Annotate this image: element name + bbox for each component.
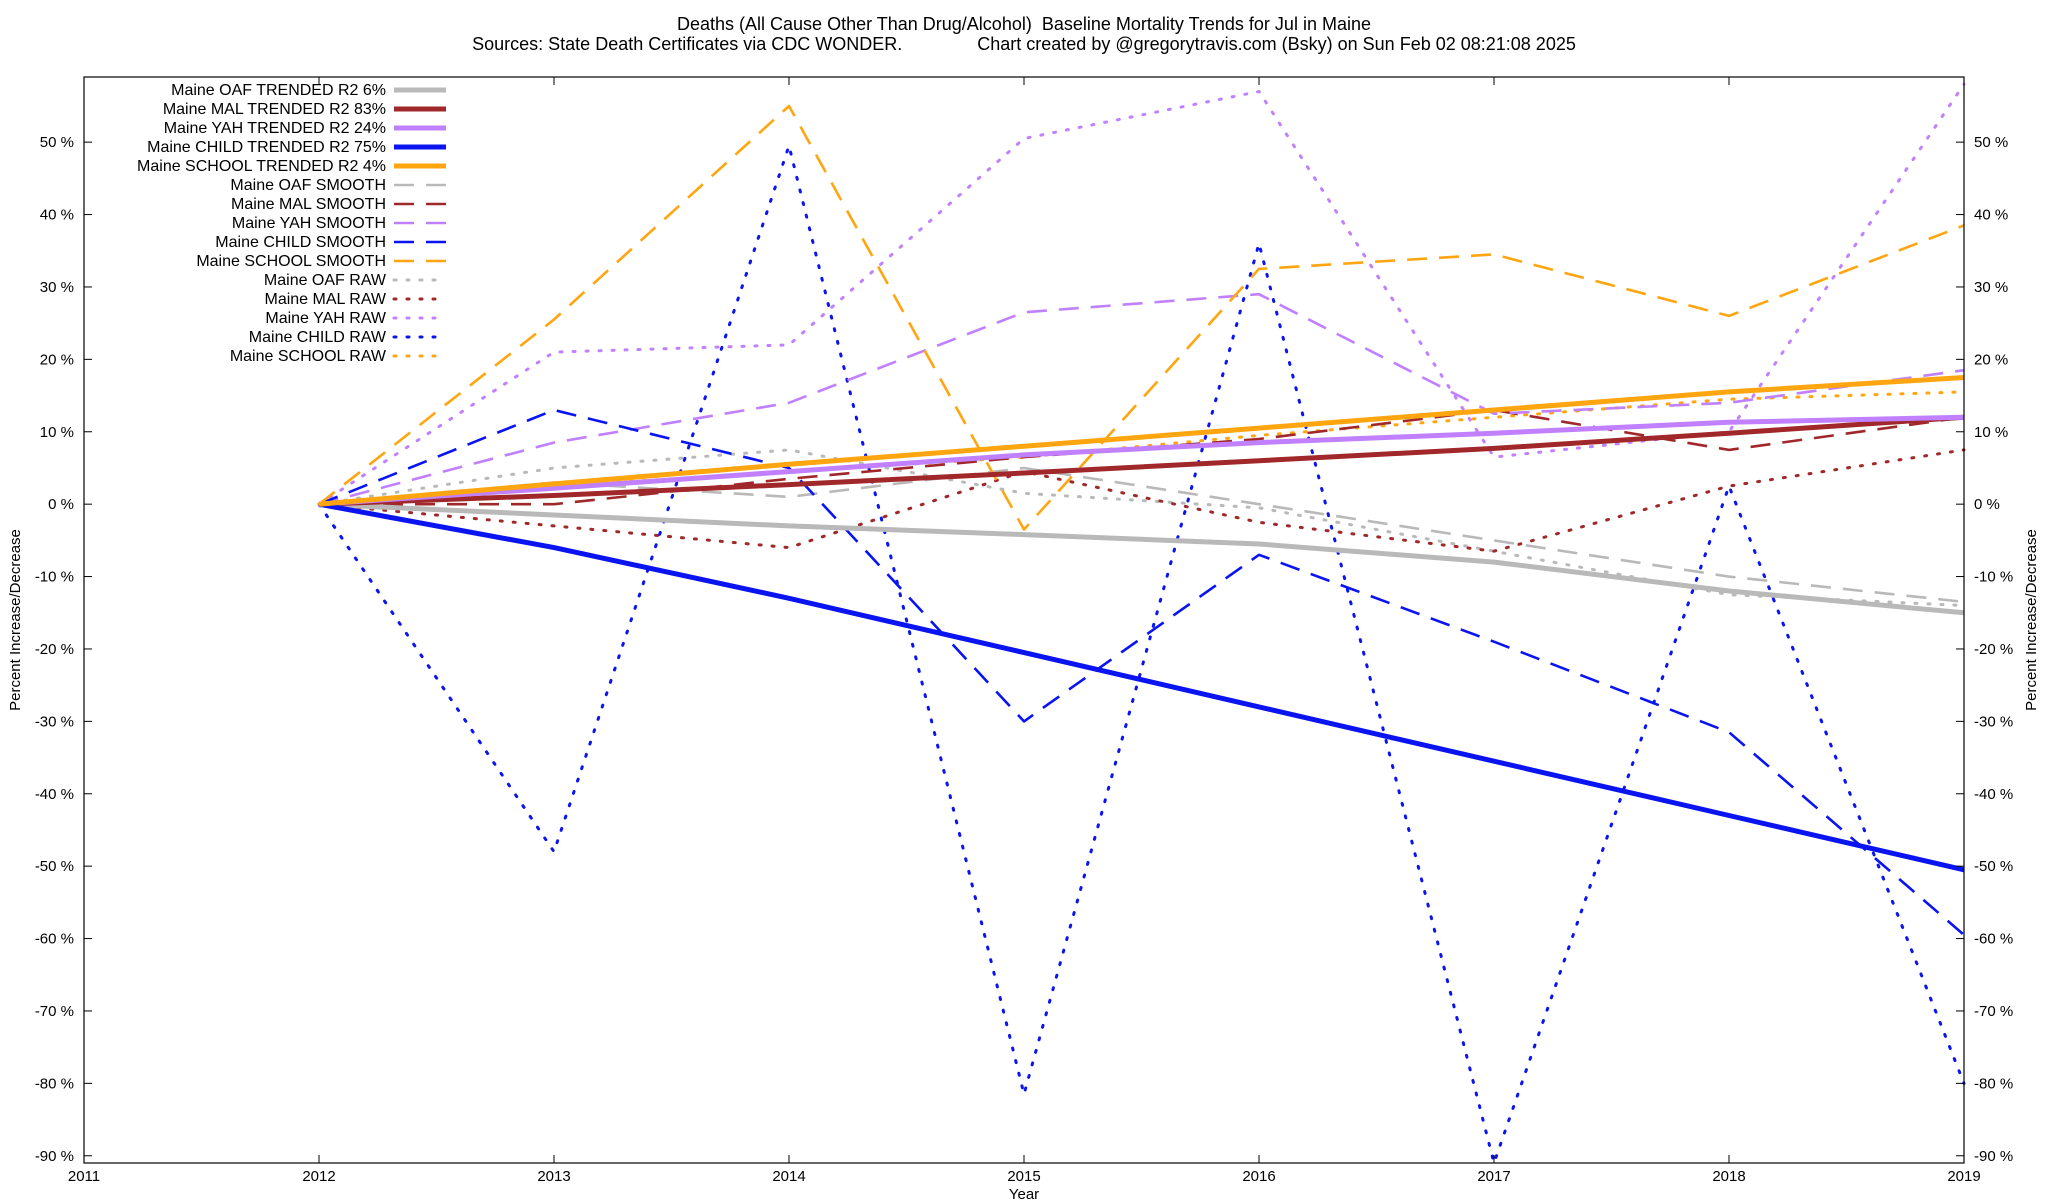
y-tick-label-left: -30 %: [35, 713, 74, 730]
x-tick-label: 2011: [68, 1168, 100, 1185]
y-tick-label-right: -60 %: [1974, 931, 2013, 948]
series-line-maine-oaf-trended-r2-6: [318, 501, 1965, 616]
chart-title: Deaths (All Cause Other Than Drug/Alcoho…: [677, 14, 1371, 34]
series-layer: [317, 82, 1966, 1165]
y-tick-label-left: 10 %: [40, 424, 74, 441]
y-tick-label-right: -80 %: [1974, 1075, 2013, 1092]
x-tick-label: 2015: [1007, 1168, 1040, 1185]
series-line-maine-child-trended-r2-75: [318, 501, 1965, 873]
y-tick-label-right: -20 %: [1974, 641, 2013, 658]
y-tick-label-left: -20 %: [35, 641, 74, 658]
legend-label-maine-oaf-smooth: Maine OAF SMOOTH: [230, 177, 386, 194]
y-tick-label-right: -40 %: [1974, 786, 2013, 803]
series-line-maine-child-raw: [317, 144, 1966, 1165]
y-tick-label-left: -70 %: [35, 1003, 74, 1020]
y-tick-label-left: 20 %: [40, 351, 74, 368]
legend-label-maine-mal-trended-r2-83: Maine MAL TRENDED R2 83%: [163, 101, 386, 118]
y-tick-label-right: -10 %: [1974, 569, 2013, 586]
x-axis-label: Year: [1009, 1186, 1039, 1200]
y-tick-label-left: 0 %: [48, 496, 74, 513]
legend-label-maine-school-raw: Maine SCHOOL RAW: [230, 348, 387, 365]
y-tick-label-right: 50 %: [1974, 134, 2008, 151]
y-tick-label-right: -30 %: [1974, 713, 2013, 730]
series-line-maine-yah-trended-r2-24: [318, 414, 1965, 507]
series-line-maine-mal-raw: [317, 448, 1966, 553]
y-tick-label-left: -80 %: [35, 1075, 74, 1092]
legend-label-maine-oaf-trended-r2-6: Maine OAF TRENDED R2 6%: [171, 82, 386, 99]
series-line-maine-child-smooth: [318, 408, 1965, 936]
y-tick-label-left: -50 %: [35, 858, 74, 875]
legend-label-maine-school-trended-r2-4: Maine SCHOOL TRENDED R2 4%: [137, 158, 386, 175]
y-axis-label-left: Percent Increase/Decrease: [7, 529, 24, 711]
y-tick-label-left: -60 %: [35, 931, 74, 948]
y-tick-label-right: 20 %: [1974, 351, 2008, 368]
legend-label-maine-yah-smooth: Maine YAH SMOOTH: [232, 215, 386, 232]
legend-label-maine-oaf-raw: Maine OAF RAW: [264, 272, 387, 289]
legend-label-maine-child-raw: Maine CHILD RAW: [249, 329, 387, 346]
series-line-maine-yah-raw: [317, 82, 1966, 506]
y-axis-label-right: Percent Increase/Decrease: [2023, 529, 2040, 711]
series-line-maine-yah-smooth: [318, 292, 1965, 506]
chart-subtitle: Sources: State Death Certificates via CD…: [472, 34, 1576, 54]
legend-label-maine-mal-raw: Maine MAL RAW: [264, 291, 386, 308]
x-tick-label: 2013: [537, 1168, 570, 1185]
legend-label-maine-child-smooth: Maine CHILD SMOOTH: [215, 234, 386, 251]
y-tick-label-right: 40 %: [1974, 207, 2008, 224]
y-tick-label-left: -90 %: [35, 1148, 74, 1165]
x-tick-label: 2012: [302, 1168, 335, 1185]
y-tick-label-left: -40 %: [35, 786, 74, 803]
x-tick-label: 2019: [1947, 1168, 1980, 1185]
legend-label-maine-school-smooth: Maine SCHOOL SMOOTH: [196, 253, 386, 270]
x-tick-label: 2018: [1712, 1168, 1745, 1185]
y-tick-label-left: 50 %: [40, 134, 74, 151]
x-tick-label: 2014: [772, 1168, 805, 1185]
tick-layer: 2011 2012 2013 2014 2015 2016 2017 2018 2019 -90 …: [35, 77, 2013, 1185]
y-tick-label-left: 30 %: [40, 279, 74, 296]
legend-label-maine-yah-raw: Maine YAH RAW: [265, 310, 387, 327]
series-line-maine-school-smooth: [318, 104, 1965, 531]
y-tick-label-right: -50 %: [1974, 858, 2013, 875]
y-tick-label-right: -70 %: [1974, 1003, 2013, 1020]
y-tick-label-right: 30 %: [1974, 279, 2008, 296]
legend-label-maine-yah-trended-r2-24: Maine YAH TRENDED R2 24%: [164, 120, 386, 137]
y-tick-label-right: 0 %: [1974, 496, 2000, 513]
y-tick-label-right: 10 %: [1974, 424, 2008, 441]
y-tick-label-right: -90 %: [1974, 1148, 2013, 1165]
y-tick-label-left: -10 %: [35, 569, 74, 586]
series-line-maine-mal-smooth: [319, 408, 1965, 506]
legend: Maine OAF TRENDED R2 6% Maine MAL TRENDED…: [137, 82, 448, 365]
legend-label-maine-child-trended-r2-75: Maine CHILD TRENDED R2 75%: [147, 139, 386, 156]
x-tick-label: 2016: [1242, 1168, 1275, 1185]
y-tick-label-left: 40 %: [40, 207, 74, 224]
series-line-maine-mal-trended-r2-83: [318, 414, 1965, 507]
x-tick-label: 2017: [1477, 1168, 1510, 1185]
legend-label-maine-mal-smooth: Maine MAL SMOOTH: [231, 196, 386, 213]
series-line-maine-school-trended-r2-4: [318, 375, 1965, 507]
